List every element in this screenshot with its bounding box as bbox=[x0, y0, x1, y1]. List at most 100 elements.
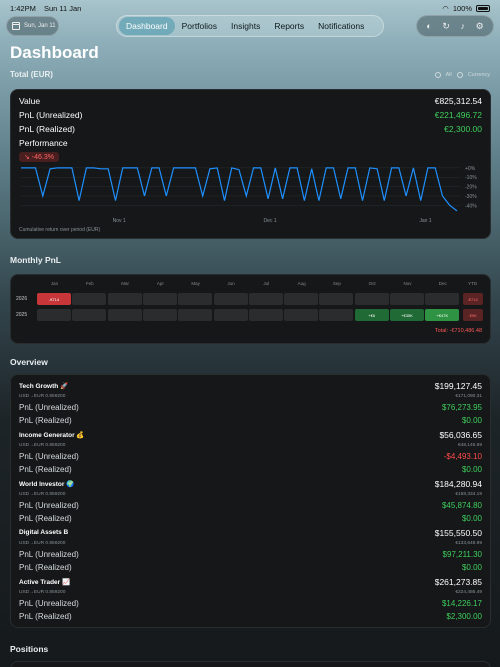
portfolio-name[interactable]: Active Trader 📈 bbox=[19, 579, 71, 586]
portfolio-realized-row: PnL (Realized) $0.00 bbox=[19, 465, 482, 474]
currency-label[interactable]: Currency bbox=[467, 72, 490, 78]
status-time: 1:42PM bbox=[10, 4, 36, 13]
tab-reports[interactable]: Reports bbox=[274, 21, 305, 31]
battery-percent: 100% bbox=[452, 4, 472, 13]
monthly-pnl-card: Total: -€710,486.48 Jan Feb Mar Apr May Jun Ju… bbox=[10, 274, 491, 344]
performance-chart[interactable]: +0% -10% -20% -30% -40% Nov 1 Dec 1 Jan 1 bbox=[17, 162, 485, 226]
chart-x-ticks: Nov 1 Dec 1 Jan 1 bbox=[113, 218, 432, 224]
chart-caption: Cumulative return over period (EUR) bbox=[19, 227, 101, 233]
month-cell[interactable] bbox=[107, 309, 142, 321]
wifi-icon: ◠ bbox=[442, 4, 449, 13]
unrealized-amount: €221,496.72 bbox=[434, 110, 482, 120]
x-tick-label: Dec 1 bbox=[264, 218, 277, 224]
month-cell[interactable] bbox=[319, 309, 354, 321]
month-cell[interactable] bbox=[390, 293, 424, 305]
y-tick-label: -20% bbox=[465, 185, 477, 191]
unrealized-amount: -$4,493.10 bbox=[443, 452, 482, 461]
positions-title: Positions bbox=[10, 644, 49, 654]
portfolio-unrealized-row: PnL (Unrealized) $45,874.80 bbox=[19, 501, 482, 510]
portfolio-name[interactable]: Income Generator 💰 bbox=[19, 432, 85, 439]
month-cell[interactable]: +€47K bbox=[425, 309, 460, 321]
portfolio-value: $184,280.94 bbox=[434, 479, 482, 489]
month-cell[interactable] bbox=[425, 293, 460, 305]
tab-notifications[interactable]: Notifications bbox=[318, 21, 365, 31]
month-cell[interactable] bbox=[142, 293, 177, 305]
portfolio-fx-rate: USD→EUR 0.859200 bbox=[19, 590, 66, 595]
year-label: 2026 bbox=[16, 296, 28, 302]
ytd-cell: -€9K bbox=[462, 309, 483, 321]
realized-label: PnL (Realized) bbox=[19, 612, 72, 621]
month-header: Nov bbox=[403, 281, 412, 286]
month-cell[interactable] bbox=[72, 293, 107, 305]
month-header: Sep bbox=[332, 281, 341, 286]
monthly-pnl-title: Monthly PnL bbox=[10, 255, 61, 265]
tab-portfolios[interactable]: Portfolios bbox=[181, 21, 218, 31]
date-label: Sun, Jan 11 bbox=[24, 23, 56, 29]
portfolio-fx-rate: USD→EUR 0.859200 bbox=[19, 394, 66, 399]
x-tick-label: Nov 1 bbox=[113, 218, 126, 224]
month-cell[interactable] bbox=[319, 293, 354, 305]
tab-dashboard[interactable]: Dashboard bbox=[119, 17, 175, 35]
month-header: Dec bbox=[438, 281, 447, 286]
performance-line bbox=[21, 167, 458, 212]
realized-label: PnL (Realized) bbox=[19, 514, 72, 523]
month-cell[interactable] bbox=[142, 309, 177, 321]
palette-icon[interactable]: ◐ bbox=[426, 20, 432, 31]
bell-icon[interactable]: ♪ bbox=[460, 20, 466, 31]
overview-title: Overview bbox=[10, 357, 48, 367]
unrealized-label: PnL (Unrealized) bbox=[19, 501, 79, 510]
calendar-icon bbox=[12, 22, 20, 30]
unrealized-amount: $14,226.17 bbox=[441, 599, 482, 608]
unrealized-label: PnL (Unrealized) bbox=[19, 599, 79, 608]
month-cell[interactable]: +€6 bbox=[354, 309, 389, 321]
month-cell[interactable] bbox=[37, 309, 71, 321]
realized-amount: $0.00 bbox=[461, 465, 482, 474]
monthly-total: Total: -€710,486.48 bbox=[434, 328, 482, 334]
status-date: Sun 11 Jan bbox=[43, 4, 82, 13]
status-bar: 1:42PM Sun 11 Jan ◠ 100% bbox=[0, 0, 500, 16]
filter-all-label[interactable]: All bbox=[445, 72, 452, 78]
portfolio-unrealized-row: PnL (Unrealized) -$4,493.10 bbox=[19, 452, 482, 461]
realized-amount: €2,300.00 bbox=[444, 124, 482, 134]
date-selector-button[interactable]: Sun, Jan 11 bbox=[6, 16, 59, 36]
chart-grid bbox=[21, 167, 461, 206]
portfolio-value: $56,036.65 bbox=[439, 430, 482, 440]
month-cell[interactable] bbox=[178, 293, 213, 305]
month-header: Aug bbox=[297, 281, 306, 286]
portfolio-value: $261,273.85 bbox=[434, 577, 482, 587]
month-header: Jan bbox=[50, 281, 59, 286]
month-cell[interactable] bbox=[213, 309, 248, 321]
month-cell[interactable] bbox=[284, 293, 319, 305]
portfolio-realized-row: PnL (Realized) $0.00 bbox=[19, 416, 482, 425]
unrealized-row: PnL (Unrealized) €221,496.72 bbox=[19, 110, 482, 122]
portfolio-realized-row: PnL (Realized) $0.00 bbox=[19, 563, 482, 572]
portfolio-name[interactable]: Tech Growth 🚀 bbox=[19, 383, 69, 390]
month-cell[interactable]: -€714 bbox=[37, 293, 71, 305]
month-cell[interactable] bbox=[248, 309, 283, 321]
portfolio-name[interactable]: World Investor 🌍 bbox=[19, 481, 75, 488]
month-header: Jun bbox=[227, 281, 235, 286]
month-header: Jul bbox=[263, 281, 270, 286]
month-cell[interactable] bbox=[354, 293, 389, 305]
portfolio-name[interactable]: Digital Assets B bbox=[19, 529, 69, 536]
tab-insights[interactable]: Insights bbox=[231, 21, 261, 31]
value-amount: €825,312.54 bbox=[434, 96, 482, 106]
month-cell[interactable] bbox=[284, 309, 319, 321]
currency-icon[interactable] bbox=[456, 72, 463, 78]
month-cell[interactable]: +€35K bbox=[390, 309, 424, 321]
month-cell[interactable] bbox=[248, 293, 283, 305]
x-tick-label: Jan 1 bbox=[419, 218, 431, 224]
year-label: 2025 bbox=[16, 312, 28, 318]
month-cell[interactable] bbox=[178, 309, 213, 321]
month-cell[interactable] bbox=[72, 309, 107, 321]
filter-icon[interactable] bbox=[434, 72, 441, 78]
y-tick-label: -30% bbox=[465, 194, 477, 200]
total-card: Value €825,312.54 PnL (Unrealized) €221,… bbox=[10, 89, 491, 239]
performance-label: Performance bbox=[19, 138, 68, 148]
refresh-icon[interactable]: ↻ bbox=[442, 20, 450, 31]
gear-icon[interactable]: ⚙ bbox=[475, 20, 484, 31]
month-header: Apr bbox=[156, 281, 164, 286]
month-cell[interactable] bbox=[213, 293, 248, 305]
month-cell[interactable] bbox=[107, 293, 142, 305]
month-header: Oct bbox=[368, 281, 376, 286]
